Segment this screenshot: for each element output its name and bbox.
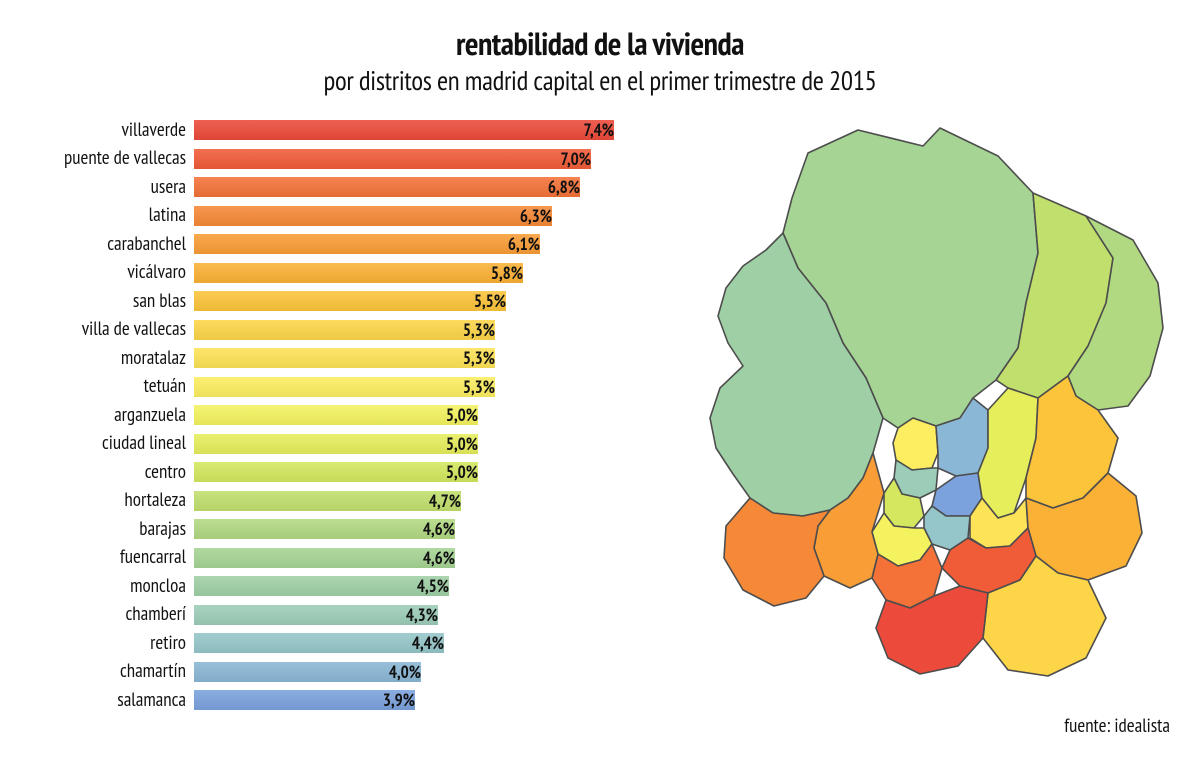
bar-track: 7,4% [194,120,614,140]
bar-track: 3,9% [194,690,614,710]
bar-value: 5,3% [194,348,505,368]
bar-value: 4,5% [194,576,459,596]
bar-track: 5,3% [194,348,614,368]
bar-label: villa de vallecas [18,320,194,339]
bar-label: chamberí [18,605,194,624]
bar-row: carabanchel6,1% [18,230,638,259]
bar-label: hortaleza [18,491,194,510]
bar-row: arganzuela5,0% [18,401,638,430]
bar-label: retiro [18,634,194,653]
bar-row: centro5,0% [18,458,638,487]
bar-row: villa de vallecas5,3% [18,316,638,345]
bar-track: 5,5% [194,291,614,311]
bar-row: vicálvaro5,8% [18,259,638,288]
bar-track: 5,3% [194,320,614,340]
bar-track: 5,3% [194,377,614,397]
bar-track: 4,6% [194,548,614,568]
bar-row: chamberí4,3% [18,601,638,630]
bar-label: chamartín [18,662,194,681]
bar-label: usera [18,178,194,197]
bar-value: 5,0% [194,405,488,425]
bar-value: 4,6% [194,519,465,539]
bar-value: 6,1% [194,234,550,254]
bar-value: 4,7% [194,491,471,511]
bar-track: 7,0% [194,149,614,169]
map-district-latina [724,498,830,606]
bar-row: salamanca3,9% [18,686,638,715]
source-label: fuente: idealista [1064,714,1170,738]
bar-row: tetuán5,3% [18,373,638,402]
bar-label: barajas [18,520,194,539]
bar-label: fuencarral [18,548,194,567]
bar-value: 6,8% [194,177,590,197]
bar-value: 5,0% [194,434,488,454]
bar-value: 3,9% [194,690,425,710]
bar-track: 4,3% [194,605,614,625]
bar-value: 5,8% [194,263,533,283]
bar-row: puente de vallecas7,0% [18,145,638,174]
bar-value: 4,4% [194,633,454,653]
bar-label: ciudad lineal [18,434,194,453]
bar-row: moncloa4,5% [18,572,638,601]
bar-value: 5,0% [194,462,488,482]
bar-track: 6,1% [194,234,614,254]
bar-label: san blas [18,292,194,311]
bar-track: 6,8% [194,177,614,197]
bar-label: carabanchel [18,235,194,254]
title-block: rentabilidad de la vivienda por distrito… [0,0,1200,98]
page-title: rentabilidad de la vivienda [0,22,1200,64]
bar-row: chamartín4,0% [18,658,638,687]
bar-track: 5,0% [194,462,614,482]
bar-label: moncloa [18,577,194,596]
district-map [688,118,1178,698]
bar-chart: villaverde7,4%puente de vallecas7,0%user… [0,116,638,715]
bar-value: 5,3% [194,320,505,340]
bar-track: 6,3% [194,206,614,226]
page-subtitle: por distritos en madrid capital en el pr… [0,64,1200,98]
bar-row: latina6,3% [18,202,638,231]
bar-row: villaverde7,4% [18,116,638,145]
bar-track: 4,4% [194,633,614,653]
bar-row: barajas4,6% [18,515,638,544]
bar-value: 4,0% [194,662,431,682]
bar-row: retiro4,4% [18,629,638,658]
bar-track: 4,6% [194,519,614,539]
bar-row: usera6,8% [18,173,638,202]
bar-track: 4,0% [194,662,614,682]
bar-row: hortaleza4,7% [18,487,638,516]
bar-label: moratalaz [18,349,194,368]
bar-label: puente de vallecas [18,149,194,168]
bar-label: tetuán [18,377,194,396]
bar-value: 6,3% [194,206,562,226]
bar-label: vicálvaro [18,263,194,282]
bar-label: latina [18,206,194,225]
bar-label: arganzuela [18,406,194,425]
bar-value: 4,6% [194,548,465,568]
bar-label: salamanca [18,691,194,710]
bar-value: 7,0% [194,149,601,169]
bar-track: 4,7% [194,491,614,511]
bar-label: centro [18,463,194,482]
bar-value: 7,4% [194,120,624,140]
bar-track: 4,5% [194,576,614,596]
bar-row: san blas5,5% [18,287,638,316]
bar-track: 5,0% [194,434,614,454]
bar-row: fuencarral4,6% [18,544,638,573]
bar-value: 5,5% [194,291,516,311]
bar-label: villaverde [18,121,194,140]
bar-value: 4,3% [194,605,448,625]
bar-row: ciudad lineal5,0% [18,430,638,459]
bar-track: 5,8% [194,263,614,283]
bar-track: 5,0% [194,405,614,425]
bar-value: 5,3% [194,377,505,397]
bar-row: moratalaz5,3% [18,344,638,373]
